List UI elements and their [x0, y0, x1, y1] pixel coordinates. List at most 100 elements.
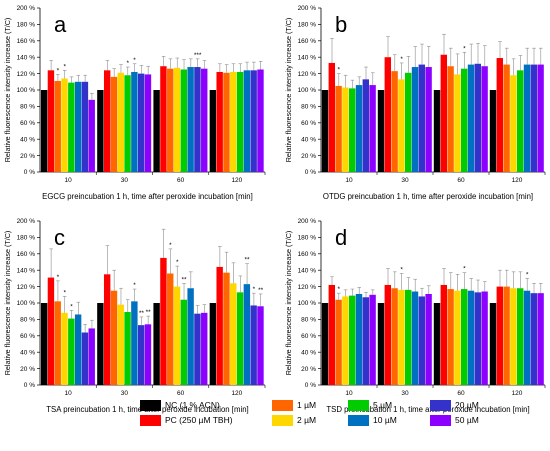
bar	[124, 75, 131, 172]
bar	[517, 288, 524, 385]
bar	[103, 274, 111, 385]
bar	[510, 75, 517, 172]
y-tick-label: 180 %	[17, 22, 36, 29]
y-tick-label: 100 %	[298, 300, 317, 307]
x-tick-label: 30	[121, 177, 129, 184]
bar	[474, 292, 481, 385]
bar	[355, 293, 363, 385]
x-tick-label: 30	[121, 390, 129, 397]
y-tick-label: 200 %	[298, 5, 317, 12]
bar	[391, 71, 398, 172]
bar	[405, 289, 412, 385]
bar	[216, 71, 223, 172]
bar	[61, 312, 68, 385]
bar	[447, 289, 454, 385]
legend-swatch-pc	[140, 414, 161, 426]
bar	[160, 257, 167, 385]
y-tick-label: 100 %	[298, 87, 317, 94]
bar	[321, 303, 329, 385]
bar	[250, 305, 257, 385]
significance-marker: *	[463, 45, 466, 52]
significance-marker: *	[400, 56, 403, 63]
significance-marker: *	[57, 274, 60, 281]
bar	[230, 71, 237, 172]
bar	[47, 277, 55, 385]
bar	[167, 273, 174, 385]
bar	[342, 296, 349, 385]
bar	[481, 66, 488, 172]
y-axis-label: Relative fluorescence intensity increase…	[3, 231, 12, 376]
y-tick-label: 100 %	[17, 87, 36, 94]
bar	[369, 85, 376, 172]
bar	[117, 304, 124, 385]
legend-swatch-1um	[272, 399, 293, 411]
bar	[467, 64, 475, 172]
legend: NC (1 % ACN) PC (250 µM TBH) 1 µM 2 µM 5…	[140, 399, 548, 449]
bar	[523, 290, 531, 385]
bar	[503, 286, 510, 385]
bar	[250, 70, 257, 172]
significance-marker: **	[146, 309, 152, 316]
significance-marker: *	[338, 286, 341, 293]
bar	[137, 73, 145, 172]
bar	[137, 325, 145, 385]
bar	[537, 64, 544, 172]
bar	[418, 296, 425, 385]
bar	[433, 90, 441, 172]
significance-marker: **	[245, 257, 251, 264]
y-tick-label: 200 %	[17, 218, 36, 225]
bar	[40, 90, 48, 172]
significance-marker: *	[70, 303, 73, 310]
bar	[454, 74, 461, 172]
legend-swatch-20um	[430, 399, 451, 411]
bar	[54, 80, 61, 172]
bar	[110, 76, 118, 172]
bar	[362, 297, 369, 385]
x-tick-label: 120	[512, 390, 523, 397]
bar	[97, 90, 104, 172]
bar	[503, 64, 510, 172]
bar	[257, 69, 264, 172]
bar	[328, 62, 335, 172]
bar	[349, 88, 356, 172]
bar	[236, 292, 244, 385]
bar	[537, 293, 544, 385]
legend-item-5um: 5 µM	[348, 399, 392, 411]
significance-marker: **	[181, 276, 187, 283]
bar	[223, 72, 230, 172]
bar	[440, 284, 447, 385]
bar	[411, 291, 419, 385]
significance-marker: *	[400, 266, 403, 273]
x-tick-label: 60	[457, 177, 465, 184]
bar	[117, 72, 124, 172]
y-tick-label: 20 %	[20, 153, 35, 160]
bar	[180, 299, 188, 385]
bar	[433, 303, 441, 385]
x-tick-label: 10	[65, 390, 73, 397]
significance-marker: *	[133, 282, 136, 289]
y-tick-label: 100 %	[17, 300, 36, 307]
bar	[180, 69, 188, 172]
bar	[335, 299, 342, 385]
legend-swatch-10um	[348, 414, 369, 426]
bar	[194, 313, 201, 385]
bar	[474, 63, 481, 173]
bar	[510, 288, 517, 385]
y-tick-label: 60 %	[301, 333, 316, 340]
legend-item-10um: 10 µM	[348, 414, 397, 426]
bar	[418, 64, 425, 172]
bar	[81, 81, 89, 172]
bar	[201, 312, 208, 385]
bar	[216, 266, 223, 385]
y-tick-label: 180 %	[298, 235, 317, 242]
bar	[194, 67, 201, 172]
panel-letter: c	[54, 225, 65, 250]
bar	[362, 79, 369, 172]
x-tick-label: 120	[231, 177, 242, 184]
legend-label-nc: NC (1 % ACN)	[165, 400, 220, 410]
bar	[88, 328, 95, 385]
y-tick-label: 140 %	[17, 267, 36, 274]
bar	[110, 290, 118, 385]
significance-marker: ***	[194, 52, 202, 59]
